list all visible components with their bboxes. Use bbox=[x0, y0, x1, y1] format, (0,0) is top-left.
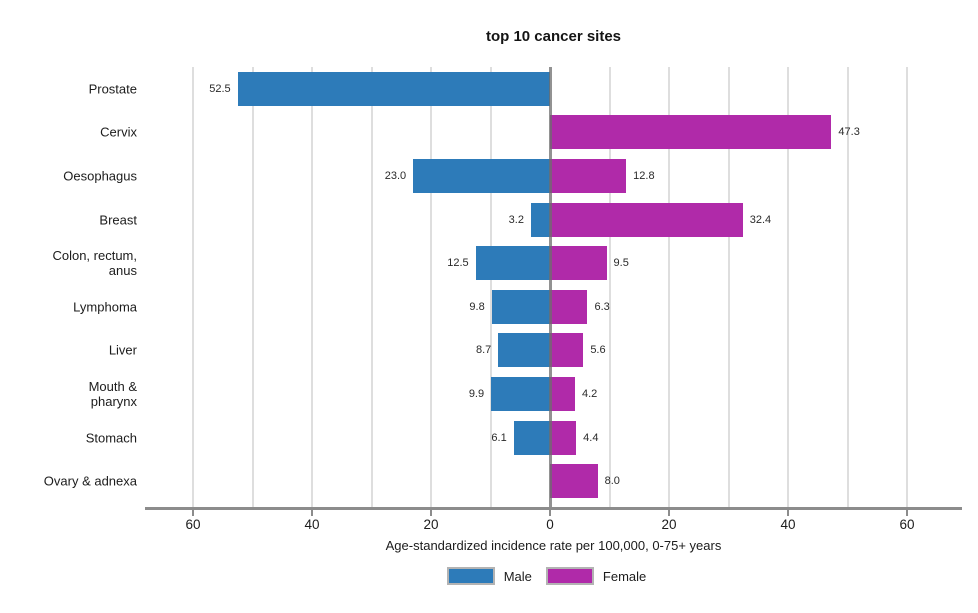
gridline bbox=[608, 67, 611, 507]
legend-female-label: Female bbox=[602, 568, 647, 584]
category-label: Ovary & adnexa bbox=[43, 473, 137, 489]
female-bar bbox=[550, 115, 832, 150]
male-bar bbox=[475, 246, 550, 281]
male-bar bbox=[413, 159, 550, 193]
male-value-label: 9.8 bbox=[469, 300, 485, 313]
female-bar bbox=[550, 420, 577, 455]
x-tick-label: 40 bbox=[780, 517, 796, 532]
gridline bbox=[370, 67, 373, 507]
legend: Male Female bbox=[145, 567, 962, 585]
x-tick bbox=[192, 510, 194, 516]
x-tick-label: 0 bbox=[546, 517, 554, 532]
female-bar bbox=[550, 377, 575, 411]
female-bar bbox=[550, 202, 743, 237]
male-value-label: 3.2 bbox=[508, 213, 524, 226]
female-bar bbox=[550, 289, 588, 324]
legend-male-swatch bbox=[446, 567, 495, 585]
x-tick-label: 20 bbox=[423, 517, 439, 532]
x-tick bbox=[311, 510, 313, 516]
female-value-label: 5.6 bbox=[590, 344, 606, 357]
category-label: Lymphoma bbox=[73, 299, 137, 315]
male-value-label: 23.0 bbox=[384, 170, 407, 182]
gridline bbox=[192, 67, 194, 507]
legend-female-swatch bbox=[545, 567, 594, 585]
x-axis-line bbox=[145, 507, 962, 510]
male-value-label: 6.1 bbox=[491, 431, 507, 444]
female-value-label: 8.0 bbox=[604, 475, 620, 488]
x-tick-label: 60 bbox=[899, 517, 915, 532]
gridline bbox=[668, 67, 670, 507]
male-value-label: 12.5 bbox=[447, 257, 469, 270]
female-value-label: 4.2 bbox=[581, 388, 598, 400]
female-value-label: 12.8 bbox=[633, 170, 655, 182]
category-label: Liver bbox=[108, 342, 137, 358]
x-tick-label: 20 bbox=[661, 517, 677, 532]
male-bar bbox=[237, 71, 550, 106]
male-value-label: 9.9 bbox=[468, 388, 485, 400]
male-bar bbox=[530, 202, 550, 237]
x-tick bbox=[430, 510, 432, 516]
x-tick-label: 40 bbox=[304, 517, 320, 532]
category-label: Cervix bbox=[100, 124, 137, 140]
female-value-label: 47.3 bbox=[838, 126, 860, 139]
gridline bbox=[906, 67, 908, 507]
category-label: Stomach bbox=[85, 430, 137, 446]
female-value-label: 6.3 bbox=[594, 300, 610, 313]
gridline bbox=[311, 67, 313, 507]
x-tick bbox=[787, 510, 789, 516]
x-axis-label: Age-standardized incidence rate per 100,… bbox=[385, 538, 722, 553]
legend-male-label: Male bbox=[503, 568, 532, 584]
x-tick bbox=[549, 510, 551, 516]
female-bar bbox=[550, 159, 627, 193]
female-bar bbox=[550, 333, 584, 368]
x-tick bbox=[668, 510, 670, 516]
gridline bbox=[430, 67, 432, 507]
female-value-label: 4.4 bbox=[583, 431, 599, 444]
gridline bbox=[846, 67, 849, 507]
category-label: Mouth & pharynx bbox=[88, 379, 137, 409]
gridline bbox=[787, 67, 789, 507]
male-bar bbox=[491, 377, 550, 411]
male-value-label: 8.7 bbox=[475, 344, 492, 357]
gridline bbox=[489, 67, 492, 507]
chart-title: top 10 cancer sites bbox=[485, 28, 622, 45]
female-bar bbox=[550, 464, 598, 499]
gridline bbox=[251, 67, 254, 507]
category-label: Oesophagus bbox=[63, 168, 137, 184]
male-bar bbox=[498, 333, 550, 368]
category-label: Prostate bbox=[88, 81, 137, 97]
gridline bbox=[727, 67, 730, 507]
category-label: Breast bbox=[99, 212, 137, 228]
female-bar bbox=[550, 246, 607, 281]
female-value-label: 32.4 bbox=[749, 213, 772, 226]
zero-reference-line bbox=[549, 67, 552, 507]
x-tick bbox=[906, 510, 908, 516]
x-tick-label: 60 bbox=[185, 517, 201, 532]
male-bar bbox=[491, 289, 550, 324]
male-bar bbox=[513, 420, 550, 455]
category-label: Colon, rectum, anus bbox=[52, 248, 137, 279]
male-value-label: 52.5 bbox=[209, 82, 231, 95]
female-value-label: 9.5 bbox=[613, 257, 629, 270]
